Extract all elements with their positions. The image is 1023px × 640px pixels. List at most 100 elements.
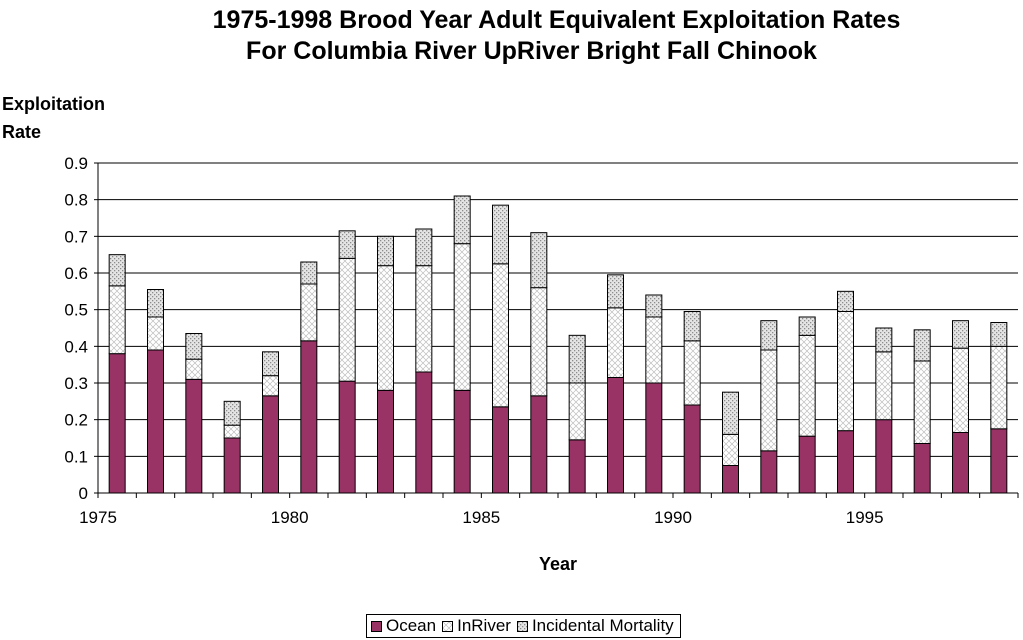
bar-ocean-1979 [262, 395, 279, 494]
x-tick-label: 1985 [462, 508, 500, 527]
y-tick-label: 0.1 [64, 447, 88, 466]
bar-incidental-mortality-1979 [262, 351, 279, 377]
bar-ocean-1988 [607, 377, 624, 494]
bar-incidental-mortality-1977 [185, 333, 203, 360]
legend-item-incidental-mortality: Incidental Mortality [516, 616, 674, 636]
bar-inriver-1975 [108, 285, 126, 355]
legend-item-ocean: Ocean [371, 616, 436, 636]
bar-inriver-1978 [223, 424, 241, 439]
bar-ocean-1986 [530, 395, 548, 494]
chart-title-line2: For Columbia River UpRiver Bright Fall C… [246, 37, 817, 65]
bar-ocean-1976 [147, 349, 164, 494]
bar-incidental-mortality-1978 [223, 400, 241, 426]
x-axis-label: Year [539, 554, 577, 574]
bar-inriver-1977 [185, 358, 203, 380]
legend-label-ocean: Ocean [386, 616, 437, 635]
bar-inriver-1997 [952, 347, 969, 433]
bar-ocean-1992 [760, 450, 778, 494]
y-tick-label: 0.6 [64, 264, 88, 283]
bar-ocean-1995 [875, 419, 893, 494]
bar-incidental-mortality-1997 [952, 320, 969, 349]
bar-incidental-mortality-1976 [147, 289, 164, 318]
legend-swatch-ocean [371, 620, 382, 632]
bar-inriver-1994 [837, 311, 854, 432]
x-tick-label: 1995 [846, 508, 884, 527]
bar-ocean-1982 [377, 389, 394, 494]
y-tick-label: 0.9 [64, 154, 88, 173]
bar-incidental-mortality-1990 [683, 311, 701, 342]
bar-inriver-1988 [607, 307, 624, 379]
bar-inriver-1991 [722, 433, 739, 467]
bar-inriver-1980 [300, 283, 318, 342]
y-tick-label: 0.2 [64, 411, 88, 430]
legend: Ocean InRiver Incidental Mortality [366, 614, 681, 638]
bars [108, 195, 1008, 494]
bar-ocean-1984 [453, 389, 471, 494]
bar-incidental-mortality-1995 [875, 327, 893, 353]
bar-inriver-1981 [338, 257, 356, 382]
bar-incidental-mortality-1994 [837, 290, 854, 313]
y-tick-label: 0.4 [64, 337, 88, 356]
bar-ocean-1996 [913, 443, 931, 494]
bar-incidental-mortality-1996 [913, 329, 931, 362]
y-tick-label: 0.7 [64, 227, 88, 246]
bar-incidental-mortality-1984 [453, 195, 471, 245]
y-tick-label: 0.3 [64, 374, 88, 393]
y-axis-label: Exploitation Rate [2, 90, 105, 146]
bar-ocean-1977 [185, 378, 203, 494]
x-tick-label: 1975 [79, 508, 117, 527]
bar-inriver-1993 [798, 334, 816, 437]
bar-inriver-1989 [645, 316, 663, 384]
legend-label-incidental-mortality: Incidental Mortality [531, 616, 674, 635]
y-axis-label-line2: Rate [2, 122, 42, 142]
bar-inriver-1979 [262, 375, 279, 397]
bar-ocean-1998 [990, 428, 1008, 494]
bar-incidental-mortality-1987 [568, 334, 586, 384]
bar-incidental-mortality-1993 [798, 316, 816, 336]
bar-ocean-1989 [645, 382, 663, 494]
legend-item-inriver: InRiver [442, 616, 511, 636]
bar-incidental-mortality-1981 [338, 230, 356, 259]
bar-inriver-1990 [683, 340, 701, 406]
gridlines [98, 162, 1018, 457]
bar-ocean-1983 [415, 371, 433, 494]
bar-ocean-1975 [108, 353, 126, 494]
legend-swatch-incidental-mortality [516, 620, 528, 632]
bar-incidental-mortality-1983 [415, 228, 433, 267]
y-tick-label: 0.8 [64, 191, 88, 210]
bar-inriver-1986 [530, 287, 548, 397]
bar-ocean-1981 [338, 380, 356, 494]
bar-inriver-1976 [147, 316, 164, 351]
chart-title-line1: 1975-1998 Brood Year Adult Equivalent Ex… [212, 6, 901, 34]
bar-incidental-mortality-1998 [990, 322, 1008, 347]
bar-inriver-1996 [913, 360, 931, 444]
bar-incidental-mortality-1992 [760, 320, 778, 351]
axes: 0 0.1 0.2 0.3 0.4 0.5 0.6 0.7 0.8 0.9 1975 1980 1985… [64, 154, 1019, 574]
bar-inriver-1987 [568, 382, 586, 441]
bar-ocean-1990 [683, 404, 701, 494]
bar-ocean-1993 [798, 435, 816, 494]
x-tick-label: 1990 [654, 508, 692, 527]
bar-inriver-1983 [415, 265, 433, 373]
bar-inriver-1992 [760, 349, 778, 452]
bar-incidental-mortality-1982 [377, 235, 394, 267]
bar-ocean-1985 [492, 406, 509, 494]
bar-ocean-1997 [952, 432, 969, 494]
bar-inriver-1998 [990, 345, 1008, 430]
bar-ocean-1987 [568, 439, 586, 494]
bar-incidental-mortality-1985 [492, 204, 509, 265]
bar-ocean-1980 [300, 340, 318, 494]
bar-inriver-1982 [377, 265, 394, 391]
bar-incidental-mortality-1989 [645, 294, 663, 318]
bar-inriver-1985 [492, 263, 509, 408]
y-axis-label-line1: Exploitation [2, 94, 105, 114]
bar-incidental-mortality-1988 [607, 274, 624, 309]
y-tick-label: 0 [79, 484, 88, 503]
bar-incidental-mortality-1980 [300, 261, 318, 285]
x-tick-label: 1980 [271, 508, 309, 527]
legend-swatch-inriver [442, 620, 454, 632]
bar-inriver-1995 [875, 351, 893, 421]
bar-ocean-1994 [837, 430, 854, 494]
bar-incidental-mortality-1991 [722, 391, 739, 435]
